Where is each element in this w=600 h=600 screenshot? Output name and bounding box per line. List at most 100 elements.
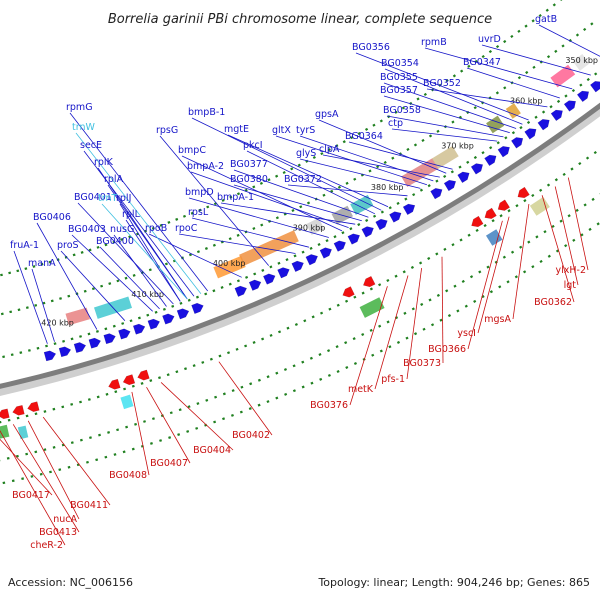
forward-gene-arrow [103,333,116,345]
position-tick [34,412,38,416]
position-tick [235,347,239,351]
position-tick [436,293,440,297]
position-tick [301,250,305,254]
position-tick [379,119,383,123]
gene-label: rpsG [156,125,178,136]
position-tick [154,310,158,314]
label-leader-line [441,256,444,364]
position-tick [473,299,477,303]
gene-label: rpmB [421,37,447,48]
label-leader-line [424,47,573,90]
position-tick [327,373,331,377]
position-tick [49,470,52,474]
position-tick [401,106,406,110]
label-leader-line [13,250,48,344]
position-tick [531,19,535,23]
position-tick [535,235,539,239]
position-tick [545,8,549,12]
position-tick [230,413,234,417]
gene-label: rplK [94,157,114,168]
position-tick [16,269,20,273]
gene-label: BG0362 [534,297,572,308]
gene-label: BG0366 [428,344,466,355]
label-leader-line [233,169,369,218]
reverse-gene-arrow [0,408,10,420]
position-tick [517,29,521,33]
position-tick [226,351,231,355]
forward-gene-arrow [333,240,346,252]
label-leader-line [0,438,53,496]
position-tick [580,233,584,237]
position-tick [159,439,163,442]
position-tick [467,64,471,68]
position-tick [98,433,101,437]
position-tick [222,392,226,396]
position-tick [285,258,289,262]
position-tick [107,431,111,434]
position-tick [286,326,290,330]
position-tick [467,233,471,237]
position-tick [361,291,365,295]
forward-gene-arrow [176,308,190,320]
position-tick [349,227,353,231]
gene-label: BG0354 [381,58,419,69]
label-leader-line [538,24,600,57]
position-tick [236,279,240,283]
position-tick [32,265,36,268]
position-tick [412,193,416,197]
position-tick [95,458,99,462]
gene-label: BG0372 [284,174,322,185]
position-tick [561,44,565,48]
position-tick [261,268,265,272]
position-tick [503,39,507,44]
position-tick [253,272,257,276]
gene-label: uvrD [478,34,501,45]
position-tick [325,239,329,243]
position-tick [58,468,62,471]
label-leader-line [190,171,349,228]
label-leader-line [391,128,498,142]
gene-feature-block [529,196,550,216]
position-tick [70,441,74,444]
position-tick [249,382,253,386]
position-tick [394,110,398,114]
position-tick [336,369,340,373]
label-leader-line [220,202,356,225]
position-tick [567,214,571,218]
position-tick [2,355,6,359]
position-tick [195,295,199,299]
position-tick [496,141,500,145]
position-tick [50,299,54,303]
position-tick [546,183,551,187]
position-tick [458,165,462,169]
position-tick [461,279,465,284]
position-tick [275,396,279,400]
gene-label: BG0407 [150,458,188,469]
position-tick [244,188,248,192]
position-tick [371,353,375,357]
label-leader-line [75,132,202,294]
position-tick [318,352,322,356]
position-tick [260,223,264,227]
forward-gene-arrow [484,154,497,167]
position-tick [19,351,23,354]
position-tick [396,340,401,344]
label-leader-line [227,134,389,208]
label-leader-line [299,135,434,182]
position-tick [245,275,249,279]
gene-label: BG0401 [74,192,112,203]
position-tick [149,379,153,383]
position-tick [151,226,155,230]
position-tick [212,289,216,293]
gene-label: nucA [53,514,77,525]
gene-feature-block [505,103,521,119]
forward-gene-arrow [191,302,204,314]
label-leader-line [426,88,548,108]
position-tick [275,371,279,375]
position-tick [83,289,87,293]
position-tick [341,231,345,235]
position-tick [405,336,409,340]
gene-feature-block [486,115,505,134]
position-tick [410,265,414,269]
position-tick [554,178,558,182]
